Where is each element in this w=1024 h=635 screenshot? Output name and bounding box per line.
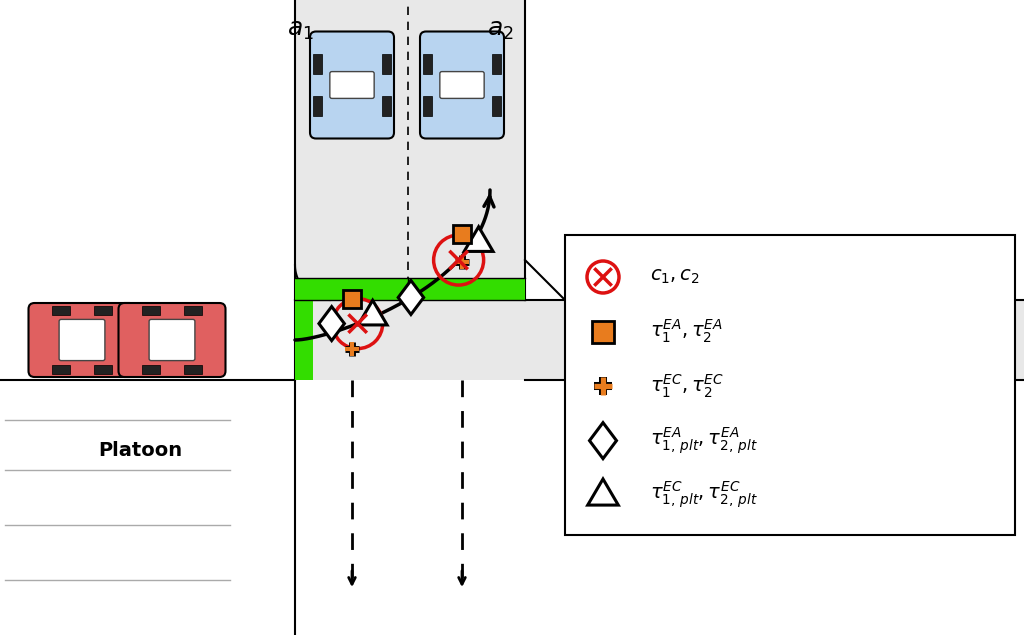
FancyBboxPatch shape [310,32,394,138]
Bar [295,300,313,380]
Bar [423,54,432,74]
Polygon shape [588,479,618,505]
Text: Platoon: Platoon [98,441,182,460]
Text: $\tau_1^{EA}, \tau_2^{EA}$: $\tau_1^{EA}, \tau_2^{EA}$ [650,318,723,345]
Bar [343,290,361,307]
FancyBboxPatch shape [150,319,195,361]
FancyBboxPatch shape [119,303,225,377]
Bar [52,365,70,374]
Bar [592,321,614,342]
FancyBboxPatch shape [440,72,484,98]
Bar [313,54,322,74]
Text: $\tau_{1,\,plt}^{EA}, \tau_{2,\,plt}^{EA}$: $\tau_{1,\,plt}^{EA}, \tau_{2,\,plt}^{EA… [650,425,758,456]
Bar [295,0,525,300]
Polygon shape [464,227,494,251]
Text: $\tau_{1,\,plt}^{EC}, \tau_{2,\,plt}^{EC}$: $\tau_{1,\,plt}^{EC}, \tau_{2,\,plt}^{EC… [650,480,758,511]
Bar [52,306,70,315]
Bar [382,96,391,116]
Bar [94,365,112,374]
Bar [94,306,112,315]
Polygon shape [318,307,344,340]
Bar [492,54,501,74]
Polygon shape [398,281,424,314]
Text: $a_2$: $a_2$ [486,18,513,42]
Bar [492,96,501,116]
Polygon shape [590,423,616,458]
Bar [142,306,160,315]
Polygon shape [358,300,387,325]
Bar [295,300,1024,380]
Bar [295,300,525,380]
Bar [295,278,525,300]
Text: $a_1$: $a_1$ [287,18,313,42]
Bar [184,365,202,374]
Bar [184,306,202,315]
Bar [423,96,432,116]
Bar [313,96,322,116]
Bar [453,225,471,243]
FancyBboxPatch shape [29,303,135,377]
Text: $\tau_1^{EC}, \tau_2^{EC}$: $\tau_1^{EC}, \tau_2^{EC}$ [650,372,724,400]
FancyBboxPatch shape [565,235,1015,535]
FancyBboxPatch shape [59,319,104,361]
Bar [382,54,391,74]
FancyBboxPatch shape [330,72,374,98]
Text: $c_1, c_2$: $c_1, c_2$ [650,268,700,286]
FancyBboxPatch shape [420,32,504,138]
Bar [142,365,160,374]
